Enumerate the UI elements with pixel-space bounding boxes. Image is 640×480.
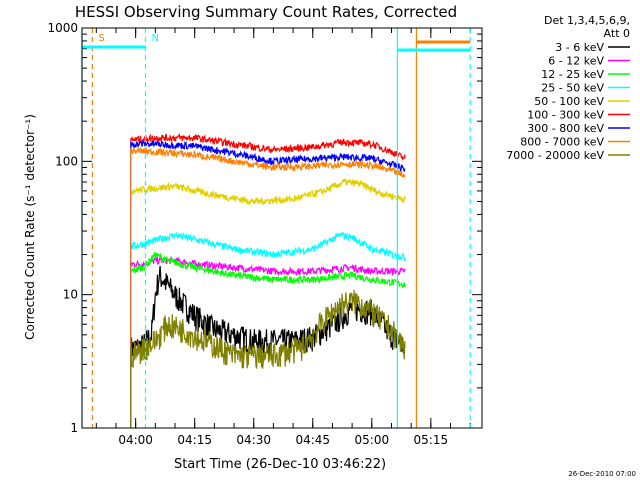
series-line bbox=[130, 138, 406, 428]
x-tick-label: 04:00 bbox=[118, 433, 153, 447]
legend-label: 300 - 800 keV bbox=[527, 122, 604, 135]
footer-timestamp: 26-Dec-2010 07:00 bbox=[568, 470, 636, 478]
plot-area: 1 10 100 1000 04:00 04:15 04:30 04:45 05:00 05:15… bbox=[47, 21, 482, 447]
legend-header-line-1: Det 1,3,4,5,6,9, bbox=[544, 14, 630, 27]
legend-label: 50 - 100 keV bbox=[534, 95, 604, 108]
y-tick-label: 10 bbox=[63, 288, 78, 302]
x-tick-label: 04:30 bbox=[236, 433, 271, 447]
y-tick-label: 1 bbox=[70, 421, 78, 435]
marker-label: N bbox=[151, 33, 158, 44]
legend-label: 3 - 6 keV bbox=[555, 41, 604, 54]
plot-frame bbox=[81, 27, 483, 429]
chart-title: HESSI Observing Summary Count Rates, Cor… bbox=[75, 3, 457, 21]
marker-label: S bbox=[98, 33, 104, 44]
series-line bbox=[130, 289, 406, 428]
x-tick-label: 05:00 bbox=[355, 433, 390, 447]
legend-label: 6 - 12 keV bbox=[548, 55, 604, 68]
x-tick-label: 04:45 bbox=[295, 433, 330, 447]
series-line bbox=[130, 178, 406, 428]
series-line bbox=[130, 251, 406, 428]
series-line bbox=[130, 132, 406, 428]
legend-label: 25 - 50 keV bbox=[541, 82, 604, 95]
legend-label: 800 - 7000 keV bbox=[520, 136, 604, 149]
legend-header-line-2: Att 0 bbox=[604, 27, 630, 40]
series-line bbox=[130, 146, 406, 428]
series-line bbox=[130, 265, 406, 428]
x-tick-label: 05:15 bbox=[414, 433, 449, 447]
x-tick-label: 04:15 bbox=[177, 433, 212, 447]
series-line bbox=[130, 255, 406, 428]
legend-label: 12 - 25 keV bbox=[541, 68, 604, 81]
x-axis-label: Start Time (26-Dec-10 03:46:22) bbox=[174, 457, 386, 472]
legend-label: 7000 - 20000 keV bbox=[506, 149, 604, 162]
y-tick-label: 100 bbox=[55, 154, 78, 168]
y-tick-label: 1000 bbox=[47, 21, 78, 35]
legend-label: 100 - 300 keV bbox=[527, 109, 604, 122]
series-line bbox=[130, 231, 406, 428]
y-axis-label: Corrected Count Rate (s⁻¹ detector⁻¹) bbox=[23, 114, 37, 340]
